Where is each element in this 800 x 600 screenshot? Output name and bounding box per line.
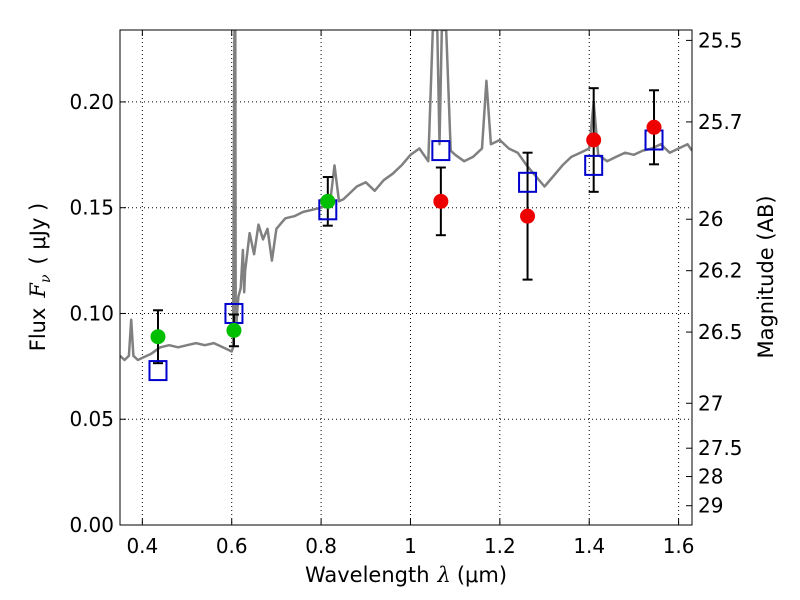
y-tick-label: 0.00: [69, 513, 114, 537]
model-point: [584, 154, 604, 176]
grid-layer: [120, 30, 692, 526]
x-tick-label: 1.6: [663, 534, 695, 558]
model-point: [148, 360, 168, 382]
y2-tick-label: 27: [698, 391, 723, 415]
y2-tick-label: 25.5: [698, 28, 743, 52]
green-point: [320, 193, 336, 209]
x-tick-label: 1.4: [573, 534, 605, 558]
y-axis-title-subscript: ν: [38, 274, 54, 283]
x-tick-label: 0.8: [305, 534, 337, 558]
x-tick-label: 0.4: [126, 534, 158, 558]
model-point: [431, 140, 451, 162]
red-point: [646, 119, 662, 135]
y2-tick-label: 25.7: [698, 110, 743, 134]
model-point: [518, 171, 538, 193]
y2-tick-label: 28: [698, 465, 723, 489]
red-point: [520, 208, 536, 224]
y2-tick-label: 26: [698, 207, 723, 231]
red-point: [433, 193, 449, 209]
y-tick-label: 0.15: [69, 196, 114, 220]
y2-tick-label: 27.5: [698, 436, 743, 460]
green-point: [226, 322, 242, 338]
plot-frame: [119, 29, 693, 526]
y2-tick-label: 26.5: [698, 320, 743, 344]
x-tick-label: 1.2: [484, 534, 516, 558]
x-axis-title-unit: (μm): [457, 563, 507, 587]
y-axis-title: Flux Fν ( μJy ): [26, 203, 54, 351]
y2-tick-label: 29: [698, 494, 723, 518]
spectrum-line: [120, 30, 692, 362]
y-axis-title-symbol: F: [26, 282, 50, 299]
y-tick-label: 0.05: [69, 407, 114, 431]
y-tick-label: 0.10: [69, 301, 114, 325]
x-axis-title-prefix: Wavelength: [305, 563, 430, 587]
spectrum-layer: [120, 30, 692, 362]
x-axis-title-symbol: λ: [437, 563, 451, 587]
y2-tick-label: 26.2: [698, 259, 743, 283]
x-tick-label: 1: [404, 534, 417, 558]
errorbar-layer: [152, 87, 660, 365]
y2-axis-title: Magnitude (AB): [754, 195, 778, 358]
red-point: [586, 132, 602, 148]
y-axis-title-prefix: Flux: [26, 308, 50, 352]
marker-layer: [148, 119, 664, 382]
x-tick-label: 0.6: [216, 534, 248, 558]
y-axis-title-unit: ( μJy ): [26, 203, 50, 265]
green-point: [150, 329, 166, 345]
y-tick-label: 0.20: [69, 90, 114, 114]
x-axis-title: Wavelength λ (μm): [305, 563, 507, 587]
tick-layer: 0.4 0.6 0.8 1 1.2 1.4 1.6 0.00 0.05 0.10 0.15 0.20 2…: [69, 28, 742, 558]
